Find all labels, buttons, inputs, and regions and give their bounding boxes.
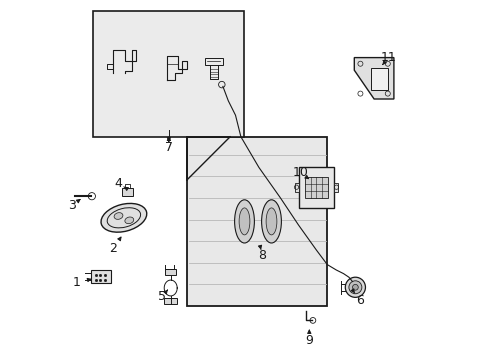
Text: 11: 11	[380, 51, 396, 64]
Bar	[294, 183, 299, 192]
Text: 9: 9	[305, 334, 313, 347]
Ellipse shape	[265, 208, 276, 235]
Ellipse shape	[261, 200, 281, 243]
Text: 4: 4	[114, 177, 122, 190]
Ellipse shape	[101, 203, 146, 232]
Bar	[164, 298, 177, 304]
Ellipse shape	[239, 208, 249, 235]
Text: 10: 10	[292, 166, 307, 179]
Polygon shape	[186, 137, 326, 306]
Text: 2: 2	[109, 242, 117, 255]
Text: 7: 7	[164, 141, 173, 154]
Bar	[93, 11, 244, 137]
Text: 8: 8	[258, 249, 266, 262]
Ellipse shape	[114, 213, 122, 219]
Circle shape	[352, 284, 358, 290]
Text: 6: 6	[355, 294, 363, 307]
Bar	[165, 269, 176, 275]
Bar	[333, 183, 337, 192]
Polygon shape	[354, 58, 393, 99]
Bar	[305, 177, 327, 198]
Ellipse shape	[124, 217, 133, 224]
Bar	[299, 166, 333, 208]
Ellipse shape	[234, 200, 254, 243]
Bar	[91, 270, 110, 283]
Circle shape	[345, 277, 365, 297]
Text: 5: 5	[157, 291, 165, 303]
Bar	[205, 58, 222, 65]
Bar	[370, 68, 387, 90]
Circle shape	[348, 281, 361, 294]
Text: 1: 1	[73, 276, 81, 289]
Text: 3: 3	[68, 199, 76, 212]
Bar	[122, 188, 133, 196]
